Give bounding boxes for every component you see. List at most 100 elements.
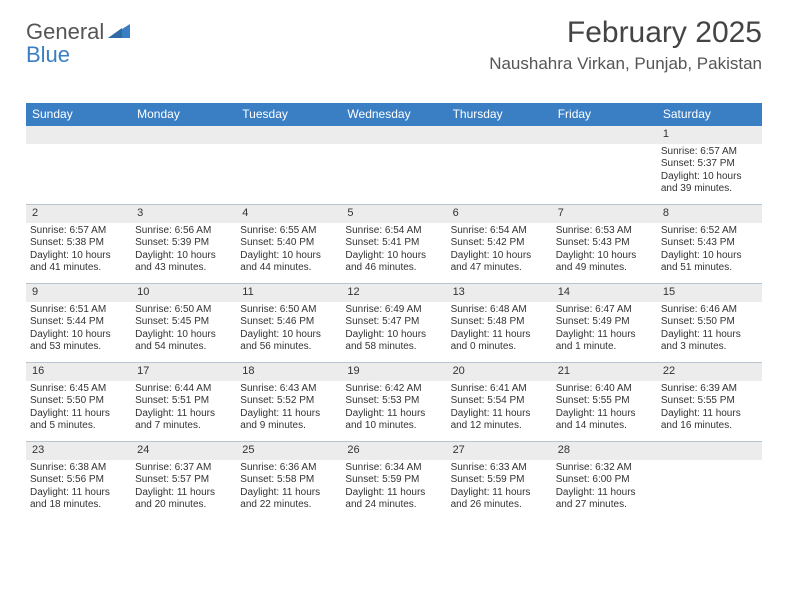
week-row: 9Sunrise: 6:51 AMSunset: 5:44 PMDaylight… [26, 283, 762, 362]
day-cell: 10Sunrise: 6:50 AMSunset: 5:45 PMDayligh… [131, 284, 236, 362]
daylight-text: and 43 minutes. [135, 262, 232, 275]
logo-triangle-icon [108, 24, 130, 40]
sunrise-text: Sunrise: 6:50 AM [240, 304, 337, 317]
day-cell [341, 126, 446, 204]
day-cell: 17Sunrise: 6:44 AMSunset: 5:51 PMDayligh… [131, 363, 236, 441]
daylight-text: and 24 minutes. [345, 499, 442, 512]
sunset-text: Sunset: 5:52 PM [240, 395, 337, 408]
day-cell: 5Sunrise: 6:54 AMSunset: 5:41 PMDaylight… [341, 205, 446, 283]
day-number: 19 [341, 363, 446, 381]
weekday-header: Tuesday [236, 103, 341, 126]
day-cell: 24Sunrise: 6:37 AMSunset: 5:57 PMDayligh… [131, 442, 236, 520]
sunrise-text: Sunrise: 6:40 AM [556, 383, 653, 396]
day-number: 23 [26, 442, 131, 460]
sunrise-text: Sunrise: 6:33 AM [451, 462, 548, 475]
day-number [447, 126, 552, 144]
sunrise-text: Sunrise: 6:42 AM [345, 383, 442, 396]
sunrise-text: Sunrise: 6:49 AM [345, 304, 442, 317]
daylight-text: Daylight: 10 hours [345, 329, 442, 342]
day-cell: 7Sunrise: 6:53 AMSunset: 5:43 PMDaylight… [552, 205, 657, 283]
day-cell: 23Sunrise: 6:38 AMSunset: 5:56 PMDayligh… [26, 442, 131, 520]
sunset-text: Sunset: 5:53 PM [345, 395, 442, 408]
daylight-text: and 12 minutes. [451, 420, 548, 433]
day-number [236, 126, 341, 144]
daylight-text: Daylight: 10 hours [240, 329, 337, 342]
sunset-text: Sunset: 5:47 PM [345, 316, 442, 329]
daylight-text: Daylight: 10 hours [451, 250, 548, 263]
calendar: SundayMondayTuesdayWednesdayThursdayFrid… [26, 103, 762, 520]
sunset-text: Sunset: 5:39 PM [135, 237, 232, 250]
daylight-text: and 20 minutes. [135, 499, 232, 512]
daylight-text: Daylight: 11 hours [451, 487, 548, 500]
daylight-text: and 27 minutes. [556, 499, 653, 512]
day-number: 25 [236, 442, 341, 460]
day-cell [26, 126, 131, 204]
day-number: 4 [236, 205, 341, 223]
sunset-text: Sunset: 5:58 PM [240, 474, 337, 487]
sunrise-text: Sunrise: 6:56 AM [135, 225, 232, 238]
sunset-text: Sunset: 6:00 PM [556, 474, 653, 487]
daylight-text: and 5 minutes. [30, 420, 127, 433]
day-number: 10 [131, 284, 236, 302]
daylight-text: and 46 minutes. [345, 262, 442, 275]
sunrise-text: Sunrise: 6:47 AM [556, 304, 653, 317]
day-cell: 11Sunrise: 6:50 AMSunset: 5:46 PMDayligh… [236, 284, 341, 362]
daylight-text: and 56 minutes. [240, 341, 337, 354]
sunrise-text: Sunrise: 6:44 AM [135, 383, 232, 396]
logo-line1: General [26, 19, 104, 44]
sunrise-text: Sunrise: 6:36 AM [240, 462, 337, 475]
logo: General Blue [26, 20, 104, 66]
weekday-header: Saturday [657, 103, 762, 126]
daylight-text: Daylight: 10 hours [135, 250, 232, 263]
day-cell: 4Sunrise: 6:55 AMSunset: 5:40 PMDaylight… [236, 205, 341, 283]
weekday-header: Sunday [26, 103, 131, 126]
day-cell [447, 126, 552, 204]
daylight-text: Daylight: 11 hours [556, 329, 653, 342]
weekday-header: Wednesday [341, 103, 446, 126]
daylight-text: and 47 minutes. [451, 262, 548, 275]
day-number: 6 [447, 205, 552, 223]
daylight-text: Daylight: 11 hours [135, 408, 232, 421]
daylight-text: and 3 minutes. [661, 341, 758, 354]
logo-line2: Blue [26, 42, 70, 67]
sunset-text: Sunset: 5:49 PM [556, 316, 653, 329]
day-cell: 15Sunrise: 6:46 AMSunset: 5:50 PMDayligh… [657, 284, 762, 362]
daylight-text: Daylight: 11 hours [661, 408, 758, 421]
sunrise-text: Sunrise: 6:54 AM [345, 225, 442, 238]
daylight-text: and 16 minutes. [661, 420, 758, 433]
day-cell: 14 Sunrise: 6:47 AMSunset: 5:49 PMDayligh… [552, 284, 657, 362]
day-cell: 16Sunrise: 6:45 AMSunset: 5:50 PMDayligh… [26, 363, 131, 441]
week-row: 16Sunrise: 6:45 AMSunset: 5:50 PMDayligh… [26, 362, 762, 441]
daylight-text: Daylight: 10 hours [135, 329, 232, 342]
sunset-text: Sunset: 5:42 PM [451, 237, 548, 250]
day-number: 18 [236, 363, 341, 381]
daylight-text: Daylight: 11 hours [135, 487, 232, 500]
daylight-text: Daylight: 11 hours [30, 487, 127, 500]
day-number [341, 126, 446, 144]
day-number: 14 [552, 284, 657, 302]
sunrise-text: Sunrise: 6:38 AM [30, 462, 127, 475]
day-number: 7 [552, 205, 657, 223]
day-cell: 18Sunrise: 6:43 AMSunset: 5:52 PMDayligh… [236, 363, 341, 441]
sunset-text: Sunset: 5:45 PM [135, 316, 232, 329]
day-cell [552, 126, 657, 204]
day-number [552, 126, 657, 144]
day-number: 2 [26, 205, 131, 223]
sunrise-text: Sunrise: 6:57 AM [30, 225, 127, 238]
daylight-text: and 22 minutes. [240, 499, 337, 512]
daylight-text: Daylight: 11 hours [556, 487, 653, 500]
day-number: 21 [552, 363, 657, 381]
day-number: 20 [447, 363, 552, 381]
sunrise-text: Sunrise: 6:45 AM [30, 383, 127, 396]
daylight-text: and 10 minutes. [345, 420, 442, 433]
weekday-header: Thursday [447, 103, 552, 126]
day-number: 13 [447, 284, 552, 302]
daylight-text: and 1 minute. [556, 341, 653, 354]
sunset-text: Sunset: 5:55 PM [556, 395, 653, 408]
sunset-text: Sunset: 5:46 PM [240, 316, 337, 329]
sunrise-text: Sunrise: 6:57 AM [661, 146, 758, 159]
sunrise-text: Sunrise: 6:46 AM [661, 304, 758, 317]
daylight-text: and 53 minutes. [30, 341, 127, 354]
day-number: 12 [341, 284, 446, 302]
sunrise-text: Sunrise: 6:34 AM [345, 462, 442, 475]
